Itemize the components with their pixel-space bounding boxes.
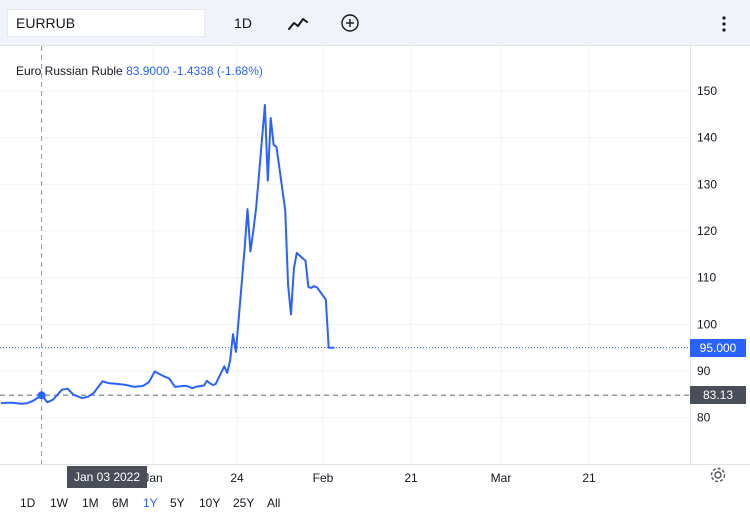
symbol-input[interactable]: EURRUB [7,9,205,37]
crosshair-price-tag: 83.13 [690,386,746,405]
range-button-1m[interactable]: 1M [82,496,99,510]
y-tick-label: 90 [697,364,711,378]
range-button-6m[interactable]: 6M [112,496,129,510]
x-tick-label: 24 [230,471,244,485]
current-price-tag: 95.000 [690,338,746,357]
crosshair-marker [37,391,46,400]
x-tick-label: Jan [143,471,162,485]
x-tick-label: 21 [582,471,596,485]
settings-button[interactable] [708,465,728,485]
range-button-1d[interactable]: 1D [20,496,36,510]
y-axis: 80 90 100 110 120 130 140 150 [697,84,717,425]
x-tick-label: Mar [491,471,512,485]
y-tick-label: 120 [697,224,717,238]
more-vertical-icon [722,16,726,32]
chart-toolbar: EURRUB 1D [0,0,750,46]
legend-change: -1.4338 [172,64,214,78]
y-tick-label: 110 [697,271,716,285]
chart-legend: Euro Russian Ruble 83.9000 -1.4338 (-1.6… [16,64,263,78]
range-button-all[interactable]: All [267,496,281,510]
y-tick-label: 100 [697,317,717,331]
x-axis: Jan 24 Feb 21 Mar 21 [143,471,596,485]
compare-button[interactable] [336,9,364,37]
gear-icon [710,467,726,483]
grid [0,46,690,464]
legend-change-pct: (-1.68%) [216,64,263,78]
range-button-10y[interactable]: 10Y [199,496,221,510]
axis-lines [0,46,750,465]
line-chart-icon [288,18,308,30]
series-layer [0,104,335,405]
range-button-1w[interactable]: 1W [50,496,68,510]
y-tick-label: 140 [697,131,717,145]
x-tick-label: Feb [313,471,334,485]
range-button-1y[interactable]: 1Y [143,496,158,510]
more-menu-button[interactable] [712,9,736,39]
crosshair-date-tag: Jan 03 2022 [67,466,147,488]
y-tick-label: 80 [697,411,711,425]
x-tick-label: 21 [404,471,418,485]
y-tick-label: 130 [697,177,717,191]
legend-price: 83.9000 [126,64,170,78]
chart-type-button[interactable] [283,9,313,37]
price-chart[interactable]: 80 90 100 110 120 130 140 150 Jan 24 Feb 21 Mar 21 [0,46,750,525]
range-selector: 1D 1W 1M 6M 1Y 5Y 10Y 25Y All [0,490,750,520]
range-button-25y[interactable]: 25Y [233,496,255,510]
interval-button[interactable]: 1D [234,15,252,31]
range-button-5y[interactable]: 5Y [170,496,185,510]
y-tick-label: 150 [697,84,717,98]
plus-circle-icon [341,14,359,32]
price-line [0,104,335,405]
crosshair [0,46,690,464]
legend-symbol-name: Euro Russian Ruble [16,64,123,78]
